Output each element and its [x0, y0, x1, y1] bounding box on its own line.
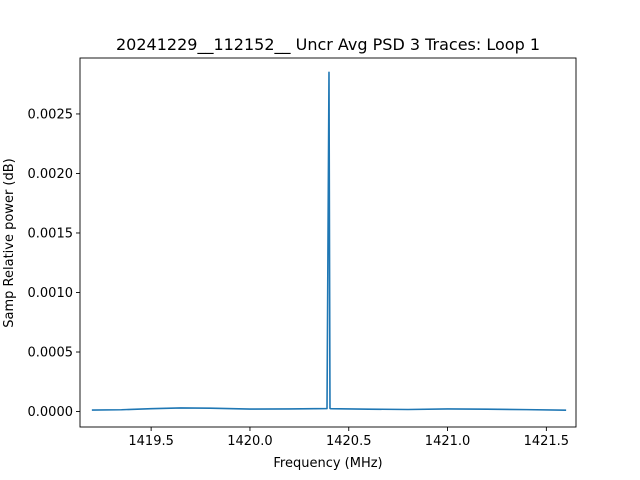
- x-tick-label: 1420.5: [326, 434, 372, 449]
- y-tick-label: 0.0015: [28, 226, 74, 241]
- chart-title: 20241229__112152__ Uncr Avg PSD 3 Traces…: [116, 35, 540, 55]
- y-tick-label: 0.0020: [28, 167, 74, 182]
- x-tick-label: 1421.0: [425, 434, 471, 449]
- y-tick-label: 0.0010: [28, 286, 74, 301]
- axes-frame: [79, 57, 577, 428]
- plot-area: 1419.5 1420.0 1420.5 1421.0 1421.5 0.0000 0.00…: [28, 57, 577, 449]
- y-tick-label: 0.0000: [28, 405, 74, 420]
- series-line-0: [91, 71, 567, 412]
- y-axis-label: Samp Relative power (dB): [2, 158, 17, 327]
- x-tick-label: 1419.5: [128, 434, 174, 449]
- x-axis-label: Frequency (MHz): [273, 456, 382, 471]
- y-tick-label: 0.0025: [28, 107, 74, 122]
- y-tick-label: 0.0005: [28, 346, 74, 361]
- x-tick-label: 1420.0: [227, 434, 273, 449]
- x-tick-label: 1421.5: [524, 434, 570, 449]
